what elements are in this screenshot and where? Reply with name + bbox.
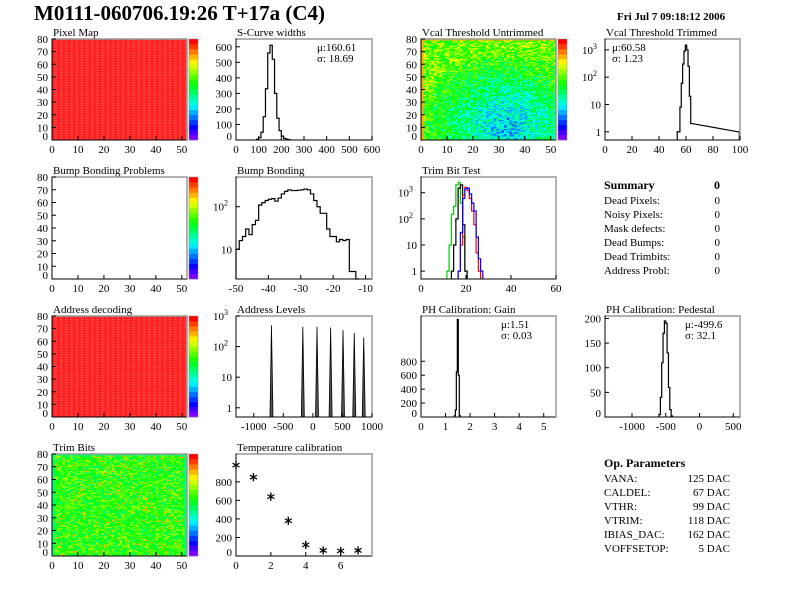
colorbar-segment xyxy=(189,49,198,54)
colorbar-segment xyxy=(189,39,198,44)
x-tick-label: 10 xyxy=(72,144,84,156)
colorbar-segment xyxy=(189,120,198,125)
x-tick-label: 0 xyxy=(49,144,55,156)
chart-title: Pixel Map xyxy=(53,27,99,39)
y-tick-label: 30 xyxy=(37,97,49,109)
colorbar-segment xyxy=(189,44,198,49)
y-tick-label: 100 xyxy=(216,119,233,131)
x-tick-label: 40 xyxy=(150,144,162,156)
y-tick-label: 0 xyxy=(227,131,233,143)
y-tick-label: 20 xyxy=(37,110,49,122)
colorbar-segment xyxy=(189,135,198,140)
y-tick-label: 40 xyxy=(37,85,49,97)
y-tick-label: 500 xyxy=(216,57,233,69)
histogram-series xyxy=(256,45,290,140)
colorbar-segment xyxy=(189,95,198,100)
colorbar-segment xyxy=(189,84,198,89)
x-tick-label: 0 xyxy=(233,144,239,156)
stat-sigma: σ: 18.69 xyxy=(317,53,354,65)
y-tick-label: 400 xyxy=(216,73,233,85)
y-tick-label: 200 xyxy=(216,104,233,116)
chart-title: Vcal Threshold Untrimmed xyxy=(422,27,544,39)
colorbar-segment xyxy=(189,125,198,130)
y-tick-label: 60 xyxy=(37,59,49,71)
x-tick-label: 20 xyxy=(98,144,110,156)
y-tick-label: 300 xyxy=(216,88,233,100)
x-tick-label: 50 xyxy=(176,144,188,156)
colorbar-segment xyxy=(189,100,198,105)
colorbar-segment xyxy=(189,79,198,84)
colorbar-segment xyxy=(189,115,198,120)
x-tick-label: 600 xyxy=(364,144,381,156)
s-curve-widths-chart: S-Curve widths0 100 200 300 400 500 6000100200… xyxy=(216,27,381,156)
colorbar-segment xyxy=(189,105,198,110)
chart-title: S-Curve widths xyxy=(237,27,306,39)
y-tick-label: 50 xyxy=(37,72,49,84)
y-tick-label: 80 xyxy=(37,34,49,46)
colorbar-segment xyxy=(189,59,198,64)
colorbar-segment xyxy=(189,69,198,74)
x-tick-label: 300 xyxy=(296,144,313,156)
x-tick-label: 30 xyxy=(124,144,136,156)
colorbar-segment xyxy=(189,90,198,95)
colorbar-segment xyxy=(189,54,198,59)
colorbar-segment xyxy=(189,130,198,135)
vcal-threshold-untrimmed-chart: Vcal Threshold Untrimmed0 10 20 30 40 5001020… xyxy=(406,27,567,156)
y-tick-label: 70 xyxy=(37,47,49,59)
colorbar-segment xyxy=(189,74,198,79)
y-tick-label: 600 xyxy=(216,42,233,54)
y-tick-label: 10 xyxy=(37,122,49,134)
x-tick-label: 500 xyxy=(341,144,358,156)
x-tick-label: 100 xyxy=(250,144,267,156)
colorbar-segment xyxy=(189,64,198,69)
colorbar-segment xyxy=(189,110,198,115)
x-tick-label: 400 xyxy=(318,144,335,156)
x-tick-label: 200 xyxy=(273,144,290,156)
